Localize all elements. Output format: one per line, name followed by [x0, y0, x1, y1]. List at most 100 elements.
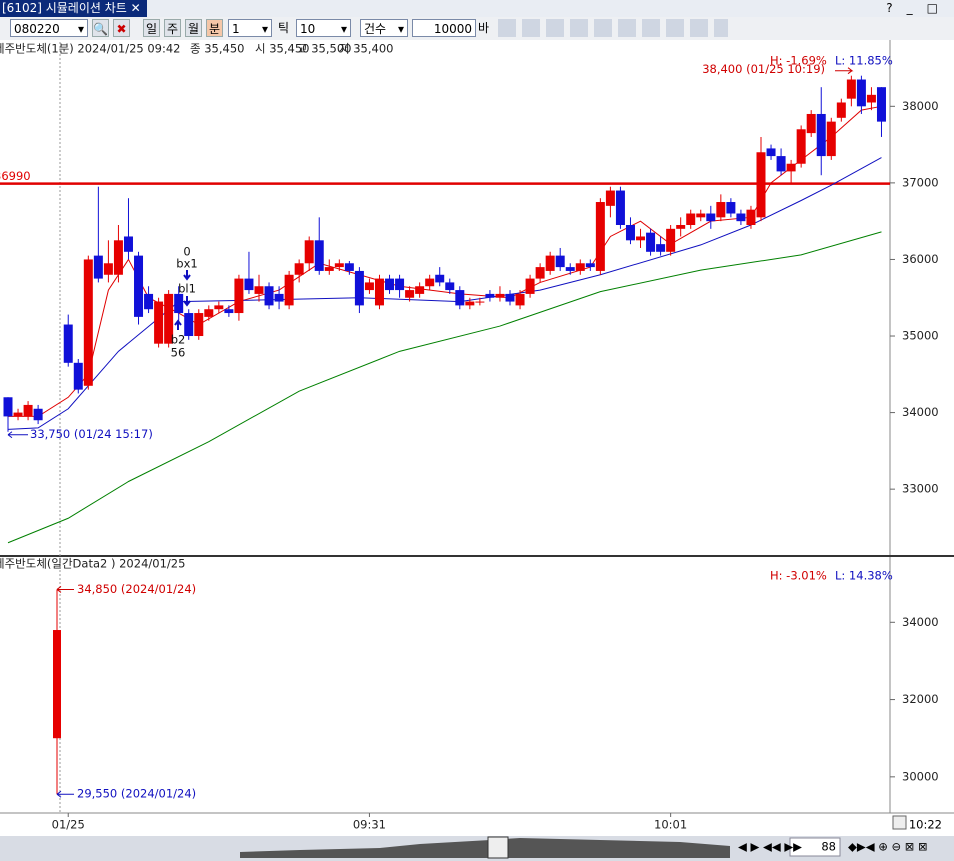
y-tick-label: 34000 [902, 405, 939, 419]
toolbar: 080220 ▾ 🔍 ✖ 일 주 월 분 1 ▾ 틱 10 ▾ 건수 ▾ 10000 … [0, 17, 954, 41]
min-label: 33,750 (01/24 15:17) [30, 427, 153, 441]
candle-body [836, 102, 846, 118]
candle-body [415, 286, 425, 294]
candle-body [595, 202, 605, 271]
candle-body [686, 213, 696, 225]
candle-body [13, 412, 23, 417]
count-unit: 바 [478, 21, 490, 35]
count: 10000 [433, 22, 472, 36]
candle-body [706, 213, 716, 222]
tick-value: 10 [300, 22, 316, 36]
candle-body [164, 293, 174, 344]
candle-body [3, 397, 13, 417]
candle-body [475, 301, 485, 303]
candle-body [304, 240, 314, 264]
stat-high: H: -3.01% [770, 569, 827, 583]
candle-body [776, 156, 786, 172]
candle-body [656, 244, 666, 252]
candle-body [625, 224, 635, 241]
y-tick-label: 35000 [902, 329, 939, 343]
y-tick-label: 30000 [902, 769, 939, 783]
stat-low: L: 11.85% [835, 54, 893, 68]
scroll-thumb[interactable] [487, 836, 509, 859]
candle-body [244, 278, 254, 291]
candle-body [123, 236, 133, 252]
count-type-box[interactable]: 건수 ▾ [360, 19, 408, 37]
candle-body [866, 94, 876, 103]
window-buttons[interactable]: ?_□ [886, 1, 952, 15]
period-btn[interactable]: 분 [206, 19, 223, 37]
signal-label: 0 [183, 245, 190, 259]
tick-box[interactable]: 10 ▾ [296, 19, 351, 37]
candle-body [856, 79, 866, 107]
window-title[interactable]: [6102] 시뮬레이션 차트 ✕ [0, 0, 147, 17]
tool-icons[interactable] [498, 19, 728, 37]
candle-body [324, 267, 334, 271]
period-btn[interactable]: 일 [143, 19, 160, 37]
candle-body [525, 278, 535, 294]
signal-label: 56 [171, 346, 186, 360]
moving-average [7, 231, 882, 544]
candle-body [535, 267, 545, 279]
y-tick-label: 37000 [902, 175, 939, 189]
candle-body [585, 263, 595, 268]
clock: 10:22 [909, 818, 942, 832]
x-tick-label: 01/25 [52, 818, 85, 832]
candle-body [826, 121, 836, 157]
candle-body [726, 202, 736, 214]
period-btn[interactable]: 월 [185, 19, 202, 37]
max-label: 34,850 (2024/01/24) [77, 582, 196, 596]
candle-body [364, 282, 374, 291]
candle-body [515, 293, 525, 306]
candle-body [646, 232, 656, 252]
code: 080220 [14, 22, 60, 36]
reference-label: 36990 [0, 169, 31, 183]
zoom-btn[interactable] [892, 815, 907, 830]
candle-body [816, 113, 826, 157]
code-box[interactable]: 080220 ▾ [10, 19, 88, 37]
candle-body [505, 293, 515, 302]
clear-btn[interactable]: ✖ [113, 19, 130, 37]
candle-body [254, 286, 264, 294]
scroll-buttons[interactable]: ◀ ▶ ◀◀ ▶▶ [738, 840, 802, 854]
candle-body [716, 202, 726, 218]
candle-body [344, 263, 354, 271]
x-tick-label: 09:31 [353, 818, 386, 832]
count-box[interactable]: 10000 [412, 19, 476, 37]
candle-body [294, 263, 304, 275]
y-tick-label: 33000 [902, 482, 939, 496]
stat-high: H: -1.69% [770, 54, 827, 68]
min-arrow [56, 790, 74, 798]
candle-body [103, 263, 113, 275]
candle-body [575, 263, 585, 271]
candle-body [224, 309, 234, 314]
candle-body [184, 313, 194, 337]
candle-body [495, 293, 505, 298]
candle-body [786, 163, 796, 172]
period-btn[interactable]: 주 [164, 19, 181, 37]
candle-body [144, 293, 154, 310]
candle-body [485, 293, 495, 298]
candle-body [354, 270, 364, 306]
candle-body [53, 630, 61, 739]
x-tick-label: 10:01 [654, 818, 687, 832]
panel-title: 제주반도체(일간Data2 ) 2024/01/25 [0, 557, 185, 571]
min-arrow [7, 431, 28, 439]
y-tick-label: 38000 [902, 99, 939, 113]
candle-body [204, 309, 214, 317]
y-tick-label: 36000 [902, 252, 939, 266]
search-btn[interactable]: 🔍 [92, 19, 109, 37]
candle-body [83, 259, 93, 386]
candle-body [374, 278, 384, 306]
signal-label: bx1 [176, 257, 197, 271]
interval-box[interactable]: 1 ▾ [228, 19, 272, 37]
bars-box[interactable] [789, 837, 841, 857]
min-label: 29,550 (2024/01/24) [77, 787, 196, 801]
candle-body [274, 293, 284, 302]
panel-title: 제주반도체(1분) 2024/01/25 09:42 [0, 42, 181, 56]
zoom-buttons[interactable]: ◆▶◀ ⊕ ⊖ ⊠ ⊠ [848, 840, 928, 854]
candle-body [214, 305, 224, 310]
signal-arrows [174, 270, 191, 330]
candle-body [63, 324, 73, 363]
candle-body [806, 113, 816, 134]
